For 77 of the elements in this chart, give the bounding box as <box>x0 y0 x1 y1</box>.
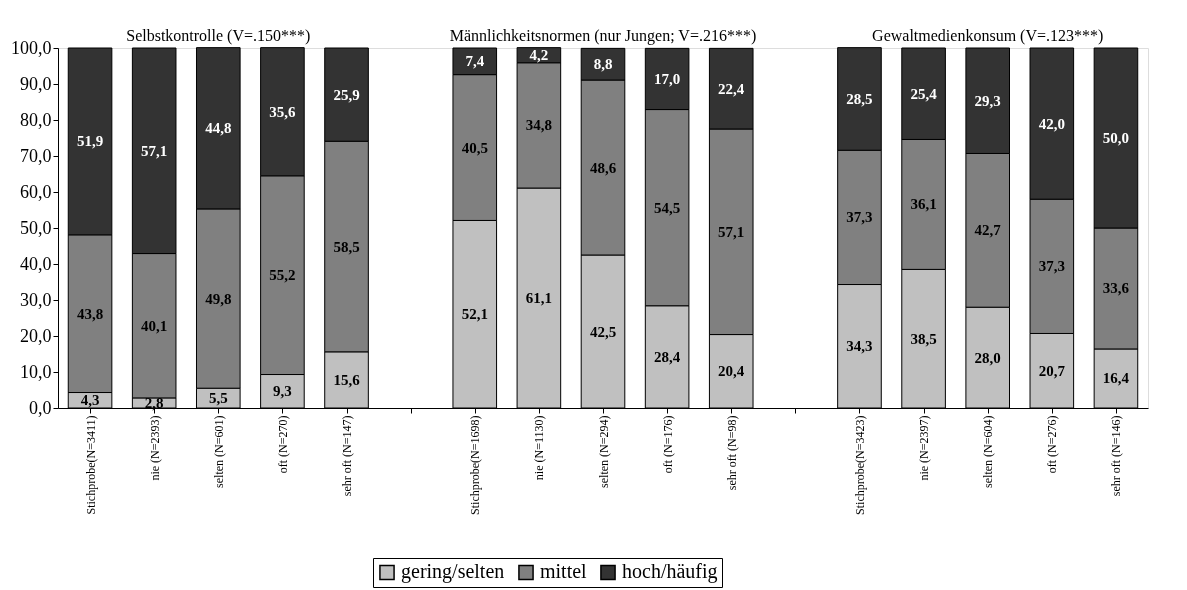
data-label: 34,8 <box>525 117 553 134</box>
y-tick-label: 60,0 <box>20 181 52 202</box>
y-tick-label: 100,0 <box>11 37 52 58</box>
data-label: 57,1 <box>718 223 745 240</box>
data-label: 4,3 <box>80 392 100 409</box>
data-label: 25,4 <box>910 85 938 102</box>
data-label: 34,3 <box>846 338 873 355</box>
data-label: 35,6 <box>269 103 297 120</box>
data-label: 7,4 <box>465 53 485 70</box>
legend-label: hoch/häufig <box>622 560 718 584</box>
y-tick-label: 30,0 <box>20 289 52 310</box>
x-tick-label: sehr oft (N=146) <box>1109 415 1124 497</box>
x-tick-label: oft (N=270) <box>275 415 290 474</box>
data-label: 36,1 <box>910 196 937 213</box>
data-label: 37,3 <box>846 209 873 226</box>
data-label: 2,8 <box>144 394 164 411</box>
data-label: 61,1 <box>525 290 553 307</box>
x-tick-label: selten (N=604) <box>981 415 996 488</box>
x-tick-label: oft (N=276) <box>1045 415 1060 474</box>
x-tick-label: nie (N=2397) <box>917 415 932 481</box>
x-tick-label: sehr oft (N=98) <box>724 415 739 491</box>
y-tick-label: 50,0 <box>20 217 52 238</box>
legend-label: mittel <box>540 560 588 583</box>
x-tick-label: selten (N=294) <box>596 415 611 488</box>
data-label: 29,3 <box>974 92 1001 109</box>
data-label: 42,0 <box>1038 115 1065 132</box>
x-tick-label: selten (N=601) <box>211 415 226 488</box>
data-label: 57,1 <box>141 142 168 159</box>
data-label: 28,5 <box>846 90 873 107</box>
data-label: 55,2 <box>269 267 296 284</box>
y-tick-label: 10,0 <box>20 361 52 382</box>
y-tick-label: 0,0 <box>29 397 52 418</box>
data-label: 9,3 <box>273 383 292 400</box>
text: Selbstkontrolle (V=.150***) <box>126 27 311 45</box>
data-label: 17,0 <box>653 70 681 87</box>
x-tick-label: sehr oft (N=147) <box>340 415 355 497</box>
data-label: 22,4 <box>718 80 745 97</box>
x-tick-label: Stichprobe(N=3423) <box>852 415 867 515</box>
data-label: 38,5 <box>910 330 937 347</box>
data-label: 42,5 <box>589 323 617 340</box>
x-tick-label: Stichprobe(N=3411) <box>83 415 98 515</box>
y-tick-label: 20,0 <box>20 325 52 346</box>
data-label: 8,8 <box>593 56 613 73</box>
x-tick-label: nie (N=1130) <box>532 415 547 481</box>
y-tick-label: 80,0 <box>20 109 52 130</box>
data-label: 16,4 <box>1102 370 1130 387</box>
data-label: 58,5 <box>333 238 360 255</box>
data-label: 52,1 <box>461 306 488 323</box>
text: Männlichkeitsnormen (nur Jungen; V=.216***) <box>449 27 757 45</box>
data-label: 51,9 <box>76 133 104 150</box>
x-tick-label: nie (N=2393) <box>147 415 162 481</box>
data-label: 54,5 <box>653 199 681 216</box>
y-tick-label: 40,0 <box>20 253 52 274</box>
data-label: 15,6 <box>333 371 361 388</box>
legend-label: gering/selten <box>401 560 505 584</box>
data-label: 44,8 <box>205 120 232 137</box>
data-label: 43,8 <box>76 305 104 322</box>
data-label: 49,8 <box>205 290 232 307</box>
data-label: 25,9 <box>333 86 360 103</box>
data-label: 48,6 <box>589 159 617 176</box>
data-label: 37,3 <box>1038 258 1065 275</box>
data-label: 5,5 <box>208 390 228 407</box>
data-label: 40,5 <box>461 139 488 156</box>
x-tick-label: oft (N=176) <box>660 415 675 474</box>
data-label: 42,7 <box>974 222 1002 239</box>
data-label: 20,4 <box>718 363 745 380</box>
y-tick-label: 70,0 <box>20 145 52 166</box>
data-label: 50,0 <box>1102 130 1130 146</box>
x-tick-label: Stichprobe(N=1698) <box>468 415 483 515</box>
y-tick-label: 90,0 <box>20 73 52 94</box>
text: Gewaltmedienkonsum (V=.123***) <box>872 27 1104 45</box>
data-label: 33,6 <box>1102 280 1130 297</box>
data-label: 28,0 <box>974 349 1001 366</box>
data-label: 40,1 <box>141 317 168 334</box>
data-label: 4,2 <box>529 47 549 64</box>
data-label: 28,4 <box>653 348 681 365</box>
data-label: 20,7 <box>1038 362 1066 379</box>
